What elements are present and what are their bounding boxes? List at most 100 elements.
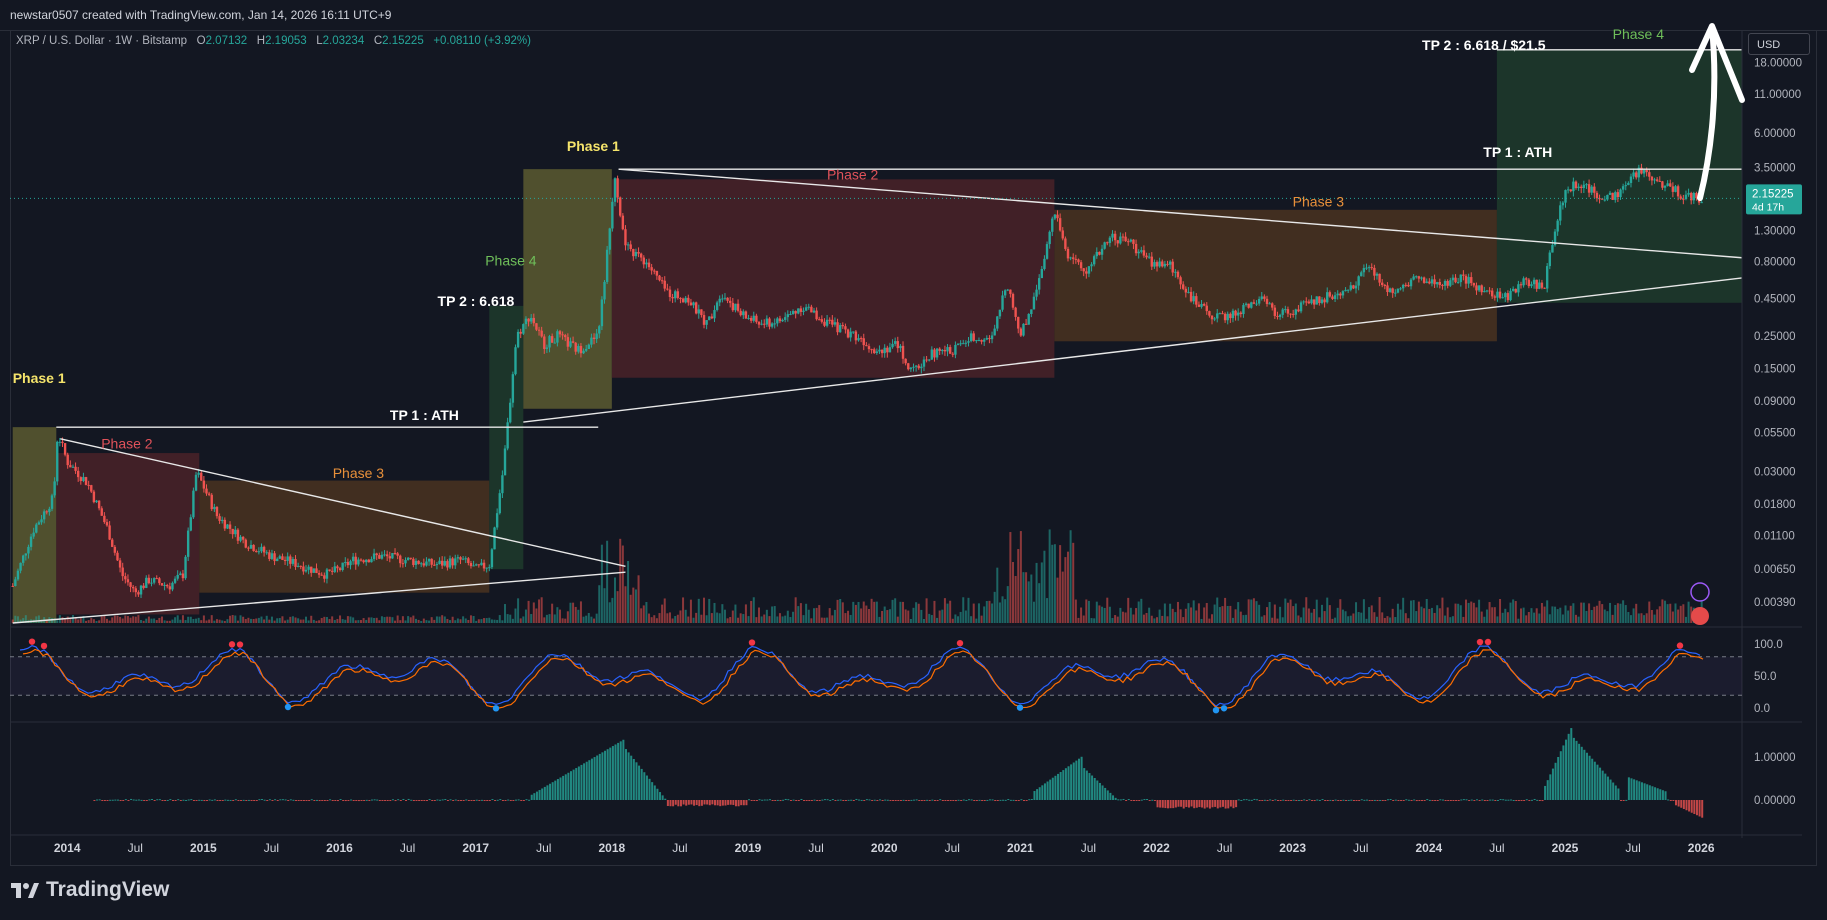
candle-body: [535, 323, 538, 330]
time-axis[interactable]: 2014 Jul 2015 Jul 2016 Jul 2017 Jul 2018 Jul 2019 J…: [10, 834, 1802, 855]
trend-line: [60, 438, 626, 567]
volume-bar: [414, 618, 417, 623]
candle-body: [1687, 192, 1690, 195]
tradingview-logo[interactable]: TradingView: [10, 878, 169, 902]
candle-body: [1436, 282, 1439, 285]
candle-body: [147, 577, 151, 584]
macd-histogram-bar: [1483, 800, 1486, 801]
volume-bar: [564, 618, 567, 623]
macd-histogram-bar: [965, 799, 968, 801]
macd-histogram-bar: [1195, 800, 1198, 808]
volume-bar: [540, 597, 543, 623]
candle-body: [1223, 313, 1227, 321]
candle-body: [1263, 296, 1266, 299]
candle-body: [925, 359, 928, 361]
volume-bar: [1622, 600, 1625, 623]
macd-histogram-bar: [551, 782, 554, 800]
time-tick-label: 2019: [735, 841, 762, 855]
volume-bar: [1658, 606, 1661, 623]
volume-bar: [1394, 617, 1397, 623]
macd-histogram-bar: [1067, 766, 1070, 800]
volume-bar: [45, 620, 48, 623]
price-tick-label: 0.80000: [1754, 257, 1796, 269]
candle-body: [1137, 251, 1140, 254]
candle-body: [1422, 277, 1426, 283]
macd-histogram-bar: [970, 799, 973, 801]
symbol-legend[interactable]: XRP / U.S. Dollar · 1W · Bitstamp O2.071…: [16, 35, 531, 47]
macd-histogram-bar: [755, 800, 758, 801]
volume-bar: [1399, 609, 1402, 623]
candle-body: [304, 569, 308, 572]
volume-bar: [1546, 600, 1549, 623]
annotation-phase2: Phase 2: [101, 435, 153, 451]
candle-body: [74, 466, 77, 471]
macd-histogram-bar: [928, 800, 931, 801]
volume-bar: [142, 620, 145, 623]
time-tick-label: Jul: [1625, 841, 1640, 855]
candle-body: [1700, 202, 1703, 204]
macd-histogram-bar: [467, 800, 470, 801]
candle-body: [1221, 313, 1224, 315]
volume-bar: [1441, 597, 1444, 623]
candle-body: [1182, 284, 1185, 289]
candle-body: [1485, 290, 1489, 292]
macd-histogram-bar: [1203, 800, 1206, 809]
macd-histogram-bar: [1465, 799, 1468, 801]
volume-bar: [1677, 609, 1680, 623]
brand-name: TradingView: [46, 878, 170, 901]
volume-bar: [286, 619, 289, 623]
macd-histogram-bar: [1510, 799, 1513, 801]
volume-bar: [1567, 610, 1570, 623]
candle-body: [1202, 303, 1206, 306]
volume-bar: [153, 618, 156, 623]
volume-bar: [1004, 599, 1007, 623]
macd-histogram-bar: [1575, 740, 1578, 800]
volume-bar: [187, 616, 190, 623]
volume-bar: [113, 615, 116, 623]
volume-bar: [954, 614, 957, 623]
volume-bar: [765, 609, 768, 623]
macd-histogram-bar: [119, 800, 122, 801]
volume-bar: [585, 615, 588, 623]
overbought-dot: [1676, 642, 1684, 649]
volume-bar: [1475, 607, 1478, 623]
volume-bar: [668, 612, 671, 623]
macd-histogram-bar: [732, 800, 735, 805]
macd-histogram-bar: [431, 800, 434, 801]
macd-histogram-bar: [127, 800, 130, 801]
volume-bar: [1344, 611, 1347, 623]
volume-bar: [1561, 614, 1564, 623]
volume-bar: [137, 615, 140, 623]
volume-bar: [705, 615, 708, 623]
macd-histogram-bar: [310, 799, 313, 801]
volume-bar: [1213, 604, 1216, 623]
volume-bar: [1459, 605, 1462, 623]
time-tick-label: Jul: [1217, 841, 1232, 855]
candle-body: [417, 560, 420, 564]
volume-bar: [1179, 609, 1182, 623]
macd-histogram-bar: [1297, 799, 1300, 801]
annotation-phase4: Phase 4: [485, 253, 537, 269]
candle-body: [1234, 310, 1237, 316]
macd-histogram-bar: [1321, 799, 1324, 801]
price-axis[interactable]: 18.0000011.000006.000003.500001.300000.8…: [1690, 30, 1802, 838]
volume-bar: [807, 609, 810, 623]
macd-histogram-bar: [619, 741, 622, 800]
candle-body: [61, 441, 64, 444]
volume-bar: [257, 617, 260, 623]
volume-bar: [1451, 616, 1454, 623]
macd-histogram-bar: [195, 800, 198, 801]
candle-body: [838, 325, 842, 333]
volume-bar: [723, 609, 726, 623]
macd-histogram-bar: [892, 800, 895, 801]
currency-button[interactable]: USD: [1748, 33, 1810, 55]
volume-bar: [1114, 615, 1117, 623]
phase-zone-phase1: [12, 427, 57, 623]
volume-bar: [496, 619, 499, 623]
candle-body: [1150, 256, 1153, 267]
macd-histogram-bar: [462, 800, 465, 801]
macd-histogram-bar: [583, 763, 586, 800]
volume-bar: [370, 617, 373, 623]
volume-bar: [467, 619, 470, 623]
